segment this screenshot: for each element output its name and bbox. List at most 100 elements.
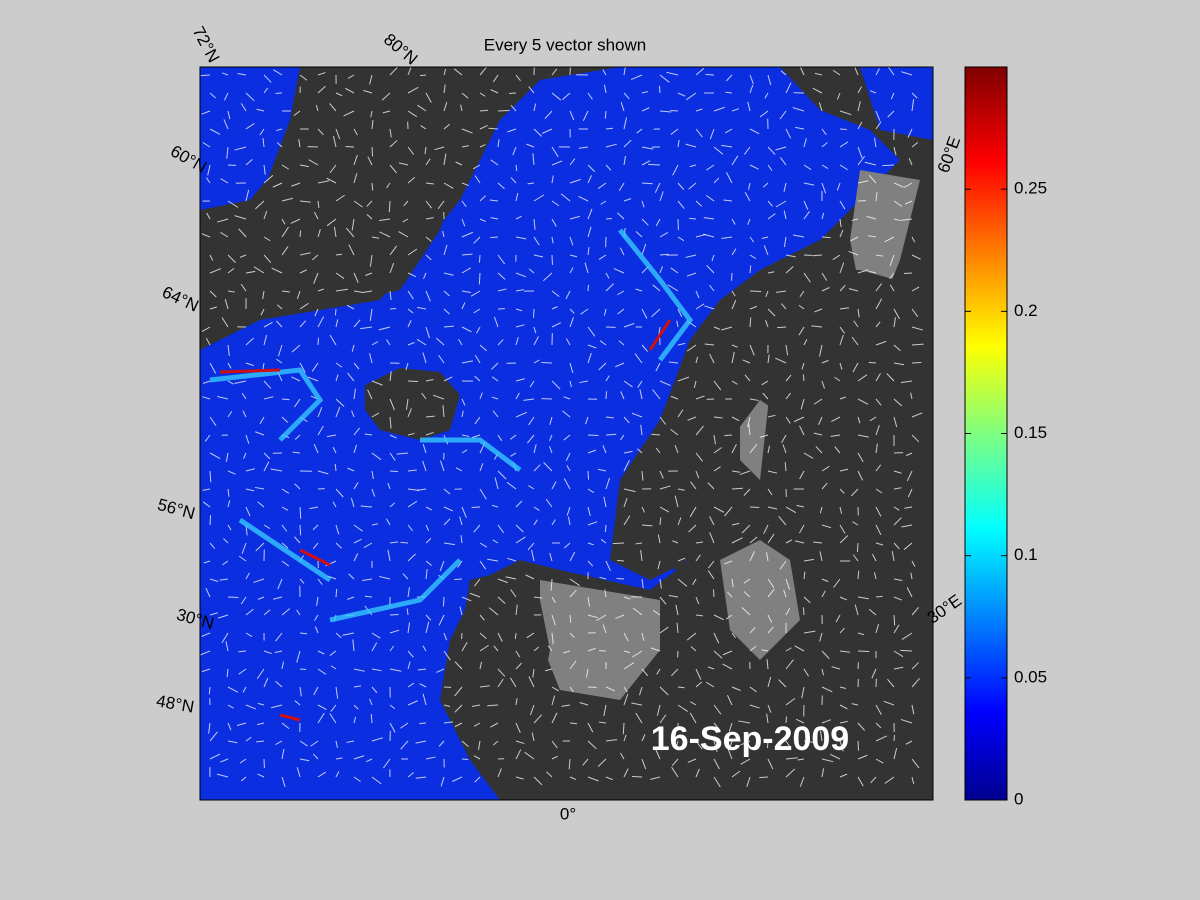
vector [631,412,643,418]
vector [674,495,679,508]
vector [911,141,919,148]
vector [389,645,395,652]
vector [454,661,463,670]
vector [296,650,301,663]
vector [330,704,337,712]
vector [367,389,373,400]
vector [911,236,916,243]
vector [893,470,902,474]
vector [563,650,571,654]
vector [743,146,751,155]
vector [479,392,483,400]
vector [749,290,762,293]
vector [893,146,897,156]
vector [200,650,211,656]
vector [695,452,703,462]
vector [316,596,319,606]
vector [799,776,805,787]
vector [317,650,325,655]
vector [677,182,685,190]
vector [597,758,607,767]
vector [724,560,733,565]
vector [659,74,670,83]
vector [438,614,445,626]
vector [204,434,211,442]
vector [839,141,849,148]
vector [713,506,725,513]
vector [569,236,574,246]
vector [703,217,715,220]
vector [686,92,697,101]
vector [239,254,247,258]
vector [317,771,327,778]
vector [605,143,617,148]
vector [443,506,454,512]
vector [461,360,474,364]
vector [546,771,553,778]
vector [425,431,434,436]
vector [587,647,596,652]
vector [274,650,283,654]
vector [891,551,895,562]
vector [227,344,230,356]
vector [299,524,302,536]
vector [709,128,715,140]
vector [461,326,472,333]
vector [906,587,913,598]
vector [313,443,319,454]
vector [818,344,823,357]
vector [911,99,915,112]
vector [407,320,412,328]
vector [551,481,557,490]
vector [731,290,736,297]
vector [497,109,510,112]
vector [386,182,391,189]
vector [775,357,787,364]
vector [329,713,337,724]
vector [685,254,697,258]
vector [461,302,466,310]
vector [721,144,733,148]
vector [407,700,418,706]
vector [371,341,379,346]
vector [461,145,469,148]
vector [688,524,697,533]
vector [221,317,229,328]
vector [587,542,594,546]
vector [471,704,481,708]
vector [245,189,250,202]
title: Every 5 vector shown [484,35,647,54]
vector [425,506,433,511]
current-vectors [200,67,924,788]
vector [676,320,679,328]
vector [652,609,661,616]
vector [245,159,253,166]
vector [476,326,481,334]
vector [893,487,902,490]
vector [225,452,229,462]
vector [551,519,556,526]
vector [425,236,432,242]
vector [226,668,229,678]
vector [371,120,374,130]
vector [389,668,402,672]
vector [227,410,233,418]
vector [671,766,679,778]
vector [353,685,362,688]
vector [713,704,722,715]
vector [461,410,464,418]
vector [582,758,589,766]
vector [819,551,823,562]
vector [415,740,427,744]
vector [686,632,697,641]
vector [512,146,517,156]
vector [687,758,697,763]
vector [569,722,578,725]
vector [587,226,592,238]
vector [875,704,882,715]
vector [533,464,541,472]
vector [893,666,904,670]
vector [706,264,715,274]
vector [780,157,787,166]
vector [814,72,823,76]
